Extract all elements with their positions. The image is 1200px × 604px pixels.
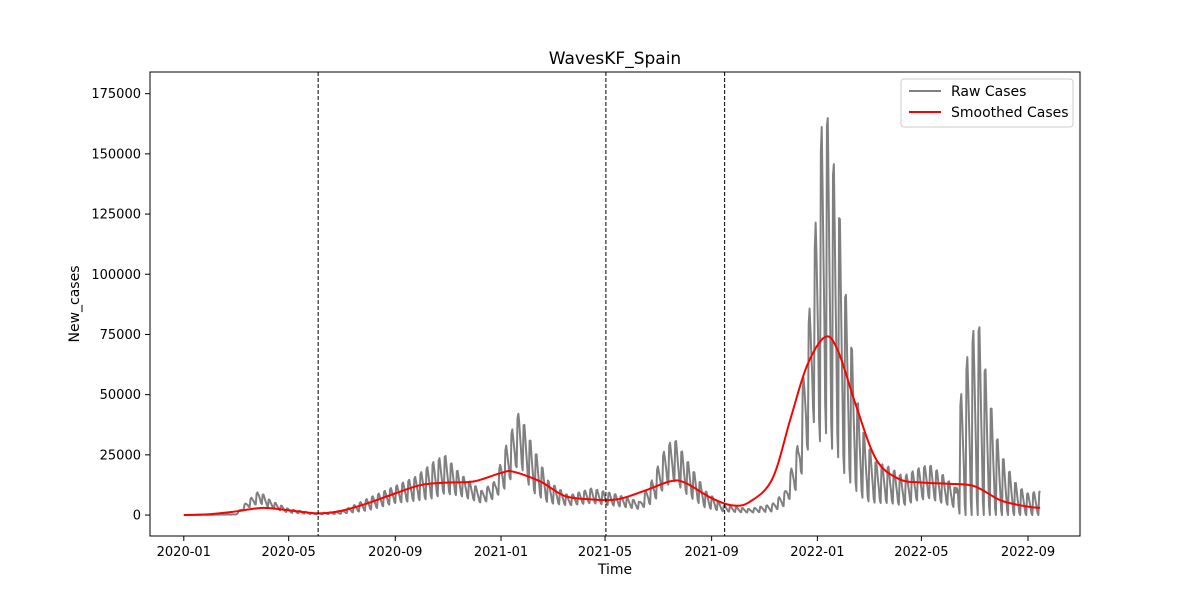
y-axis-label: New_cases <box>67 265 83 342</box>
legend: Raw Cases Smoothed Cases <box>900 78 1074 128</box>
x-axis-label: Time <box>597 562 632 578</box>
x-tick-label: 2021-01 <box>474 545 528 560</box>
y-tick-label: 75000 <box>100 328 141 343</box>
plot-layer <box>183 72 1041 536</box>
series-smoothed-cases-line <box>183 335 1041 517</box>
x-tick-label: 2021-09 <box>684 545 738 560</box>
y-tick-label: 0 <box>133 509 141 524</box>
legend-smoothed-cases-label: Smoothed Cases <box>951 105 1069 121</box>
x-axis: 2020-01 2020-05 2020-09 2021-01 2021-05 2021-… <box>157 536 1055 560</box>
x-tick-label: 2020-01 <box>157 545 211 560</box>
x-tick-label: 2022-01 <box>790 545 844 560</box>
legend-box <box>900 78 1074 128</box>
x-tick-label: 2022-09 <box>1001 545 1055 560</box>
x-tick-label: 2022-05 <box>894 545 948 560</box>
x-tick-label: 2020-05 <box>262 545 316 560</box>
y-tick-label: 150000 <box>91 147 141 162</box>
y-axis: 0 25000 50000 75000 100000 125000 150000 175000 <box>91 87 150 524</box>
x-tick-label: 2021-05 <box>578 545 632 560</box>
x-tick-label: 2020-09 <box>368 545 422 560</box>
y-tick-label: 125000 <box>91 208 141 223</box>
legend-raw-cases-label: Raw Cases <box>951 84 1026 100</box>
y-tick-label: 50000 <box>100 388 141 403</box>
y-tick-label: 25000 <box>100 448 141 463</box>
y-tick-label: 175000 <box>91 87 141 102</box>
y-tick-label: 100000 <box>91 268 141 283</box>
plot-frame <box>149 71 1081 537</box>
chart-title: WavesKF_Spain <box>549 49 681 69</box>
